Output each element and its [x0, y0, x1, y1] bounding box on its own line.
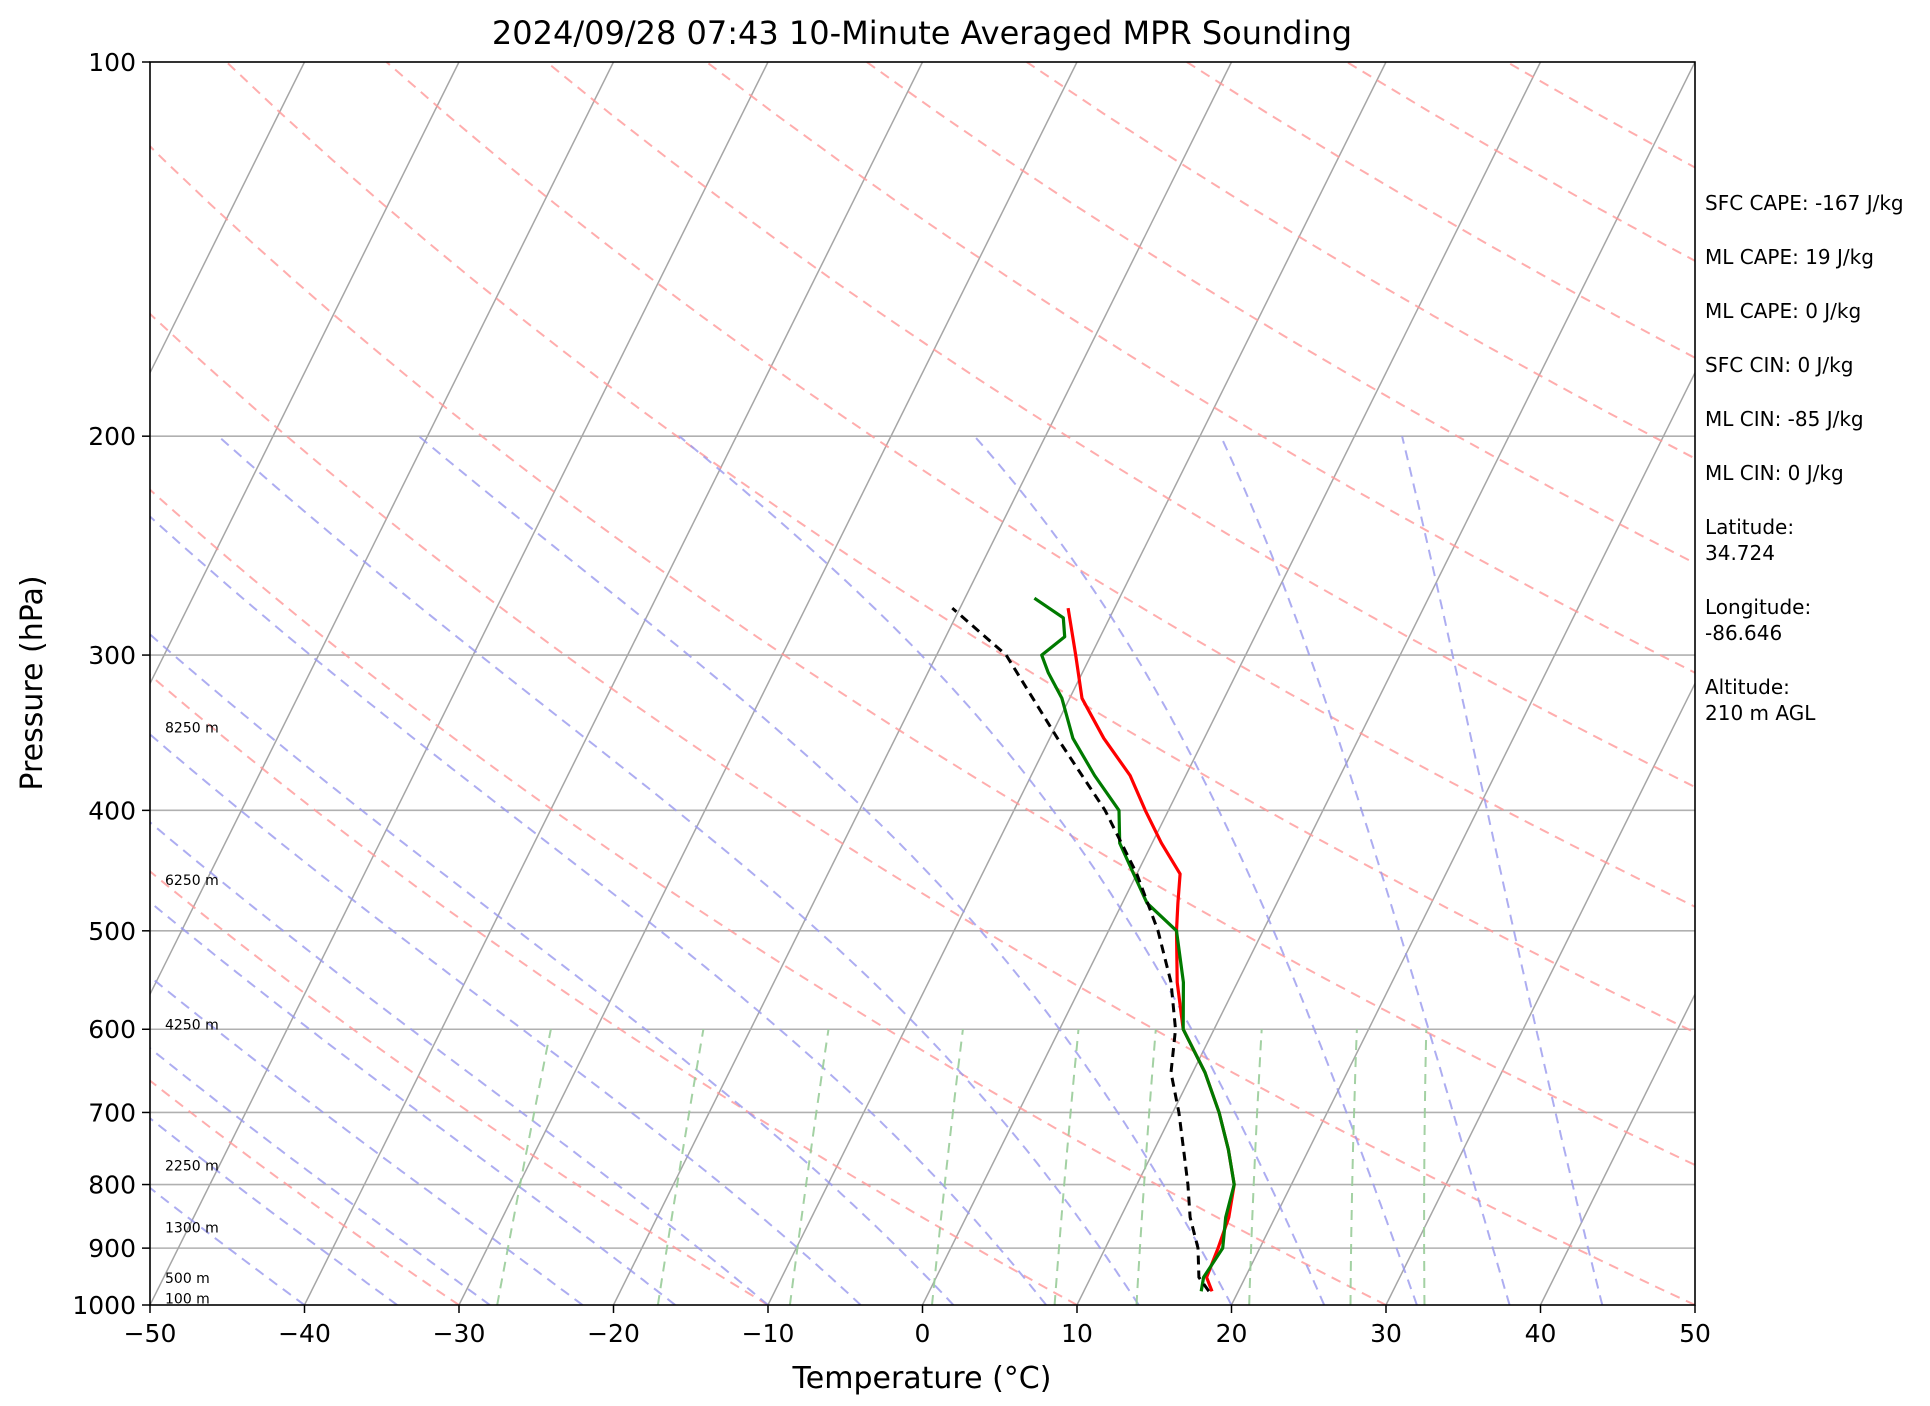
y-axis-label: Pressure (hPa) — [15, 575, 50, 790]
isotherm-line — [1385, 681, 1695, 1305]
info-item: Altitude: 210 m AGL — [1705, 675, 1816, 725]
moist-adiabat-line — [150, 975, 584, 1305]
x-tick-label: −10 — [742, 1319, 795, 1348]
isotherm-line — [150, 62, 306, 375]
moist-adiabat-line — [150, 633, 955, 1305]
info-item: ML CAPE: 19 J/kg — [1705, 245, 1874, 269]
dry-adiabat-line — [385, 62, 1695, 908]
x-axis-label: Temperature (°C) — [792, 1361, 1052, 1396]
moist-adiabat-line — [678, 435, 1326, 1305]
x-tick-label: 30 — [1370, 1319, 1402, 1348]
height-label: 100 m — [165, 1291, 210, 1307]
info-item: Latitude: 34.724 — [1705, 515, 1794, 565]
mixing-ratio-line — [656, 1029, 705, 1305]
mixing-ratio-line — [1053, 1029, 1080, 1305]
y-tick-label: 400 — [88, 796, 136, 825]
info-item: ML CIN: 0 J/kg — [1705, 461, 1844, 485]
y-tick-label: 700 — [88, 1098, 136, 1127]
moist-adiabat-line — [1219, 435, 1511, 1305]
isotherm-line — [612, 62, 1233, 1305]
isotherm-line — [458, 62, 1078, 1305]
info-item: SFC CAPE: -167 J/kg — [1705, 191, 1904, 215]
parcel-profile — [951, 606, 1211, 1293]
isotherm-line — [1230, 371, 1695, 1305]
mixing-ratio-line — [496, 1029, 552, 1305]
isotherm-line — [150, 62, 460, 686]
mixing-ratio-line — [1349, 1029, 1358, 1305]
y-tick-label: 500 — [88, 917, 136, 946]
height-label: 1300 m — [165, 1220, 219, 1236]
isotherm-line — [767, 62, 1387, 1305]
background-lines — [150, 62, 1695, 1305]
y-tick-label: 1000 — [72, 1291, 136, 1320]
info-item: Longitude: -86.646 — [1705, 595, 1811, 645]
x-tick-label: −40 — [278, 1319, 331, 1348]
info-item: SFC CIN: 0 J/kg — [1705, 353, 1853, 377]
mixing-ratio-line — [1135, 1029, 1157, 1305]
x-tick-label: 20 — [1216, 1319, 1248, 1348]
mixing-ratio-line — [1423, 1029, 1428, 1305]
chart-title: 2024/09/28 07:43 10-Minute Averaged MPR … — [492, 14, 1352, 52]
dry-adiabat-line — [150, 312, 1695, 1305]
height-label: 500 m — [165, 1271, 210, 1287]
isotherm-line — [1539, 992, 1695, 1305]
data-lines — [951, 596, 1236, 1293]
mixing-ratio-line — [788, 1029, 830, 1305]
info-item: ML CIN: -85 J/kg — [1705, 407, 1864, 431]
isotherm-line — [303, 62, 924, 1305]
height-labels: 100 m 500 m 1300 m 2250 m 4250 m 6250 m 8250 m — [165, 720, 219, 1307]
moist-adiabat-line — [150, 1186, 306, 1305]
y-tick-label: 600 — [88, 1015, 136, 1044]
y-tick-label: 300 — [88, 641, 136, 670]
x-tick-label: 50 — [1679, 1319, 1711, 1348]
info-panel: SFC CAPE: -167 J/kg ML CAPE: 19 J/kg ML CA… — [1705, 191, 1904, 725]
isotherm-line — [150, 62, 769, 1305]
dry-adiabat-line — [150, 488, 1387, 1305]
moist-adiabat-line — [217, 435, 1140, 1305]
moist-adiabat-line — [973, 435, 1418, 1305]
dry-adiabat-line — [150, 673, 1078, 1305]
height-label: 6250 m — [165, 873, 219, 889]
x-tick-label: 10 — [1061, 1319, 1093, 1348]
dry-adiabat-line — [150, 144, 1695, 1167]
dry-adiabat-line — [866, 62, 1695, 565]
y-tick-label: 200 — [88, 422, 136, 451]
x-tick-label: 0 — [915, 1319, 931, 1348]
y-tick-label: 900 — [88, 1234, 136, 1263]
height-label: 8250 m — [165, 720, 219, 736]
info-item: ML CAPE: 0 J/kg — [1705, 299, 1861, 323]
axis-ticks: −50 −40 −30 −20 −10 0 10 20 30 40 50 1000 900 800 700 6… — [72, 48, 1711, 1348]
mixing-ratio-line — [931, 1029, 964, 1305]
x-tick-label: −20 — [587, 1319, 640, 1348]
moist-adiabat-line — [150, 900, 676, 1305]
moist-adiabat-line — [418, 435, 1233, 1305]
isotherm-line — [921, 62, 1542, 1305]
x-tick-label: −30 — [433, 1319, 486, 1348]
isotherm-line — [150, 62, 615, 996]
temperature-profile — [1066, 607, 1236, 1292]
dry-adiabat-line — [545, 62, 1695, 789]
y-tick-label: 800 — [88, 1171, 136, 1200]
isotherm-line — [1076, 62, 1695, 1305]
y-tick-label: 100 — [88, 48, 136, 77]
height-label: 2250 m — [165, 1158, 219, 1174]
moist-adiabat-line — [150, 821, 769, 1305]
dry-adiabat-line — [225, 62, 1695, 1034]
dry-adiabat-line — [150, 1079, 460, 1305]
height-label: 4250 m — [165, 1018, 219, 1034]
x-tick-label: 40 — [1525, 1319, 1557, 1348]
x-tick-label: −50 — [124, 1319, 177, 1348]
mixing-ratio-line — [1248, 1029, 1263, 1305]
